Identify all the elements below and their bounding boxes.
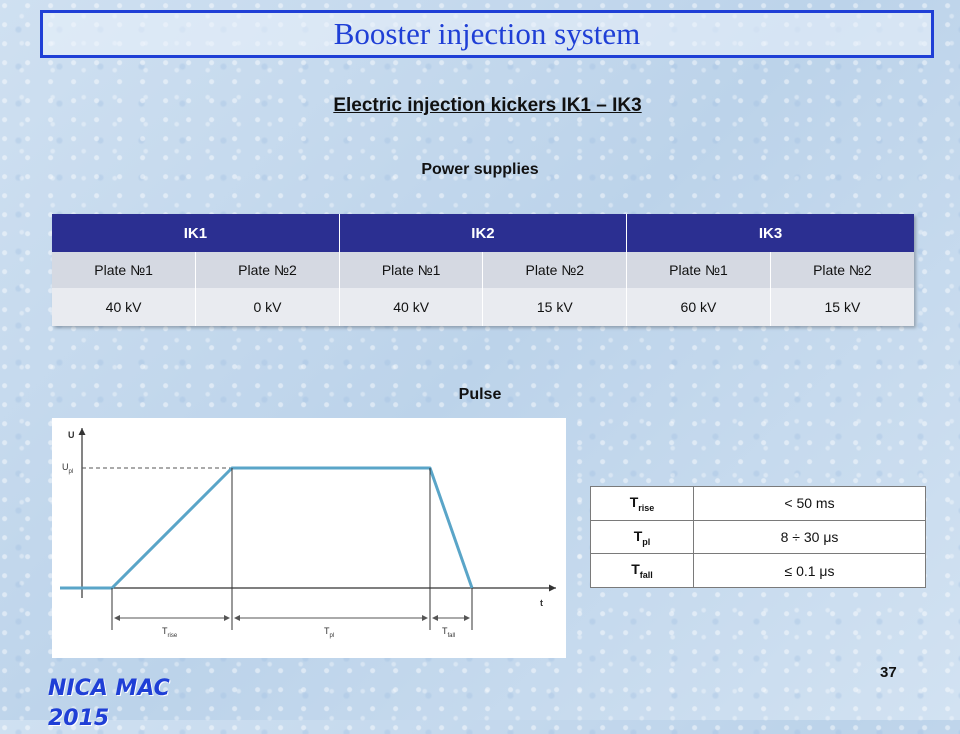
voltage-cell: 40 kV xyxy=(339,288,484,326)
param-key: Trise xyxy=(590,486,694,521)
pulse-params-table: Trise < 50 ms Tpl 8 ÷ 30 μs Tfall ≤ 0.1 … xyxy=(590,486,926,588)
page-title: Booster injection system xyxy=(333,16,641,51)
param-value: 8 ÷ 30 μs xyxy=(693,519,926,555)
pulse-shape xyxy=(60,466,474,590)
param-row: Tfall ≤ 0.1 μs xyxy=(590,553,926,588)
t-pl-label: Tpl xyxy=(324,626,334,639)
plate-row: Plate №1 Plate №2 Plate №1 Plate №2 Plat… xyxy=(52,252,914,288)
page-number: 37 xyxy=(880,664,897,681)
subtitle: Electric injection kickers IK1 – IK3 xyxy=(333,95,642,116)
t-rise-label: Trise xyxy=(162,626,178,639)
param-key: Tfall xyxy=(590,553,694,588)
plate-cell: Plate №1 xyxy=(52,252,197,288)
voltage-cell: 0 kV xyxy=(195,288,340,326)
pulse-label: Pulse xyxy=(458,386,502,403)
title-box: Booster injection system xyxy=(40,10,934,58)
power-supplies-table: IK1 IK2 IK3 Plate №1 Plate №2 Plate №1 P… xyxy=(52,214,914,326)
pulse-diagram: U t Upl Trise Tpl Tfall xyxy=(52,418,566,658)
u-level-label: Upl xyxy=(62,462,73,475)
plate-cell: Plate №1 xyxy=(339,252,484,288)
pulse-svg: U t Upl Trise Tpl Tfall xyxy=(60,428,556,639)
voltage-cell: 15 kV xyxy=(770,288,914,326)
voltage-cell: 15 kV xyxy=(482,288,628,326)
group-header: IK2 xyxy=(339,214,628,252)
y-axis-label: U xyxy=(68,430,75,440)
plate-cell: Plate №2 xyxy=(195,252,340,288)
x-axis-label: t xyxy=(540,598,543,608)
plate-cell: Plate №2 xyxy=(482,252,628,288)
group-header: IK1 xyxy=(52,214,340,252)
power-supplies-label: Power supplies xyxy=(421,161,539,178)
footer-logo: NICA MAC 2015 xyxy=(48,676,170,731)
t-fall-label: Tfall xyxy=(442,626,455,639)
param-value: ≤ 0.1 μs xyxy=(693,553,926,588)
group-header-row: IK1 IK2 IK3 xyxy=(52,214,914,252)
param-key: Tpl xyxy=(590,519,694,555)
param-row: Tpl 8 ÷ 30 μs xyxy=(590,519,926,555)
voltage-row: 40 kV 0 kV 40 kV 15 kV 60 kV 15 kV xyxy=(52,288,914,326)
plate-cell: Plate №2 xyxy=(770,252,914,288)
param-value: < 50 ms xyxy=(693,486,926,521)
param-row: Trise < 50 ms xyxy=(590,486,926,521)
plate-cell: Plate №1 xyxy=(626,252,771,288)
group-header: IK3 xyxy=(626,214,914,252)
voltage-cell: 60 kV xyxy=(626,288,771,326)
voltage-cell: 40 kV xyxy=(52,288,197,326)
